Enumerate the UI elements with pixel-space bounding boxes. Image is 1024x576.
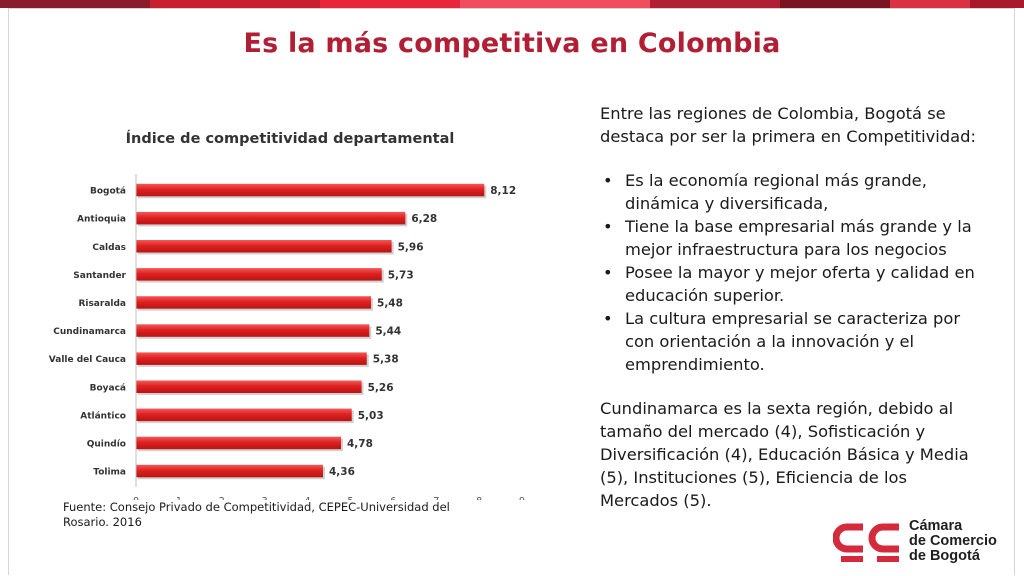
- x-tick-label: 9: [519, 496, 525, 500]
- bullet-item: • Es la economía regional más grande, din…: [600, 169, 988, 215]
- source-note: Fuente: Consejo Privado de Competitivida…: [63, 500, 450, 529]
- top-bar-segment: [150, 0, 320, 8]
- description-panel: Entre las regiones de Colombia, Bogotá s…: [600, 102, 988, 512]
- category-label: Caldas: [92, 243, 126, 253]
- category-label: Tolima: [93, 468, 126, 478]
- logo-line-3: de Bogotá: [909, 548, 980, 564]
- bullet-item: • Posee la mayor y mejor oferta y calidad…: [600, 261, 988, 307]
- bar: [136, 464, 323, 478]
- slide-title: Es la más competitiva en Colombia: [243, 28, 781, 59]
- bullet-text: Posee la mayor y mejor oferta y calidad …: [625, 263, 975, 305]
- bar: [136, 352, 367, 365]
- logo-wordmark: Cámara de Comercio de Bogotá: [909, 519, 997, 564]
- top-bar-segment: [320, 0, 460, 8]
- logo-line-1: Cámara: [909, 518, 963, 534]
- closing-paragraph: Cundinamarca es la sexta región, debido …: [600, 399, 969, 510]
- logo-mark-icon: [833, 523, 899, 562]
- value-label: 4,36: [329, 466, 355, 478]
- x-tick-label: 6: [390, 496, 396, 500]
- value-label: 8,12: [490, 185, 516, 197]
- bullet-symbol: •: [603, 263, 613, 282]
- x-tick-label: 4: [305, 496, 311, 500]
- value-label: 5,73: [388, 269, 414, 281]
- bullet-text: Es la economía regional más grande, diná…: [625, 171, 927, 213]
- bullet-list: • Es la economía regional más grande, din…: [600, 169, 988, 376]
- bullet-symbol: •: [603, 171, 613, 190]
- value-label: 6,28: [411, 213, 437, 225]
- bar-chart: Bogotá 8,12 Antioquia 6,28 Caldas 5,96 Santand…: [49, 174, 525, 500]
- value-label: 4,78: [347, 438, 373, 450]
- bar: [136, 268, 382, 281]
- bullet-symbol: •: [603, 309, 613, 328]
- slide-frame: [8, 8, 1015, 575]
- category-label: Antioquia: [77, 215, 126, 225]
- bar: [136, 380, 362, 393]
- x-tick-label: 3: [262, 496, 268, 500]
- x-tick-label: 7: [433, 496, 439, 500]
- top-bar-segment: [650, 0, 780, 8]
- category-label: Bogotá: [90, 187, 126, 197]
- category-label: Valle del Cauca: [49, 355, 126, 365]
- intro-paragraph: Entre las regiones de Colombia, Bogotá s…: [600, 104, 976, 146]
- value-label: 5,38: [373, 354, 399, 366]
- category-label: Boyacá: [90, 383, 126, 393]
- x-tick-label: 5: [347, 496, 353, 500]
- bar: [136, 211, 406, 225]
- value-label: 5,44: [375, 326, 401, 338]
- bullet-item: • Tiene la base empresarial más grande y …: [600, 215, 988, 261]
- value-label: 5,48: [377, 297, 403, 309]
- top-bar-segment: [780, 0, 890, 8]
- value-label: 5,96: [398, 241, 424, 253]
- top-bar-segment: [970, 0, 1024, 8]
- chart-title: Índice de competitividad departamental: [125, 131, 455, 147]
- category-label: Santander: [73, 271, 126, 281]
- value-label: 5,26: [368, 382, 394, 394]
- category-label: Atlántico: [80, 411, 126, 421]
- bullet-text: La cultura empresarial se caracteriza po…: [625, 309, 961, 374]
- category-label: Cundinamarca: [53, 327, 126, 337]
- x-tick-label: 1: [176, 496, 182, 500]
- bar: [136, 324, 370, 337]
- bar: [136, 183, 485, 197]
- bar: [136, 296, 372, 309]
- bar: [136, 240, 392, 253]
- category-label: Risaralda: [78, 299, 126, 309]
- value-label: 5,03: [358, 410, 384, 422]
- top-bar-segment: [460, 0, 650, 8]
- bullet-symbol: •: [603, 217, 613, 236]
- x-tick-label: 2: [219, 496, 225, 500]
- x-tick-label: 8: [476, 496, 482, 500]
- top-color-bar: [0, 0, 1024, 8]
- category-label: Quindío: [87, 439, 126, 449]
- top-bar-segment: [0, 0, 150, 8]
- camara-comercio-logo: Cámara de Comercio de Bogotá: [833, 515, 1013, 567]
- x-tick-label: 0: [133, 496, 139, 500]
- bar: [136, 436, 342, 450]
- bullet-item: • La cultura empresarial se caracteriza p…: [600, 307, 988, 376]
- bullet-text: Tiene la base empresarial más grande y l…: [625, 217, 972, 259]
- bar: [136, 408, 352, 422]
- top-bar-segment: [890, 0, 970, 8]
- logo-line-2: de Comercio: [909, 533, 997, 549]
